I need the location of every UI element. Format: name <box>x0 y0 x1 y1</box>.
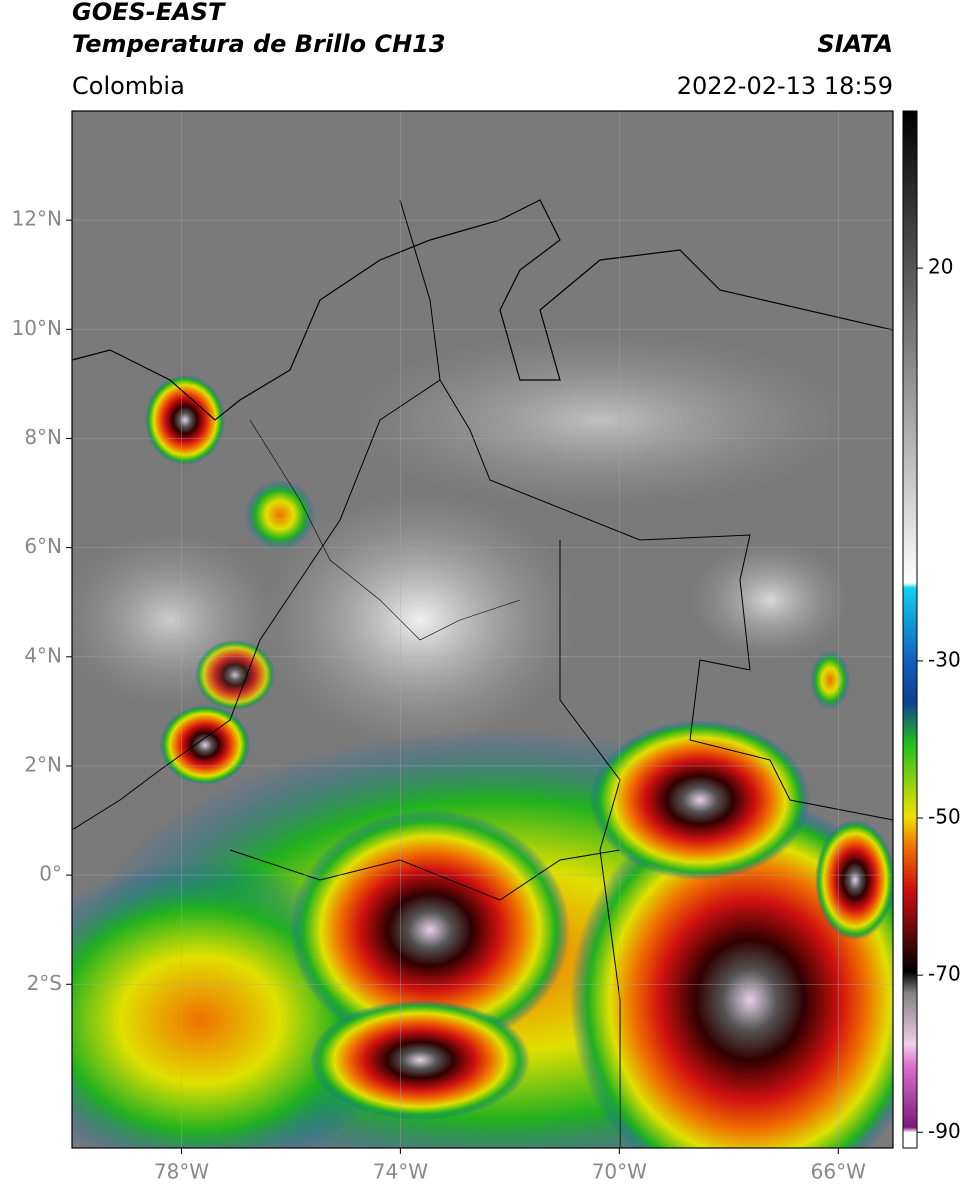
x-tick-label: 66°W <box>811 1160 866 1184</box>
colorbar-tick-label: -50 <box>928 805 961 829</box>
y-tick-label: 0° <box>39 862 62 886</box>
x-tick-label: 74°W <box>373 1160 428 1184</box>
y-tick-label: 6°N <box>24 534 62 558</box>
subtitle: Temperatura de Brillo CH13 <box>72 30 446 58</box>
x-tick-label: 78°W <box>154 1160 209 1184</box>
colorbar <box>902 110 918 1149</box>
map-frame <box>71 110 894 1149</box>
graticule <box>72 111 893 1148</box>
y-tick-label: 12°N <box>12 207 62 231</box>
y-tick-label: 10°N <box>12 316 62 340</box>
y-tick-label: 2°N <box>24 752 62 776</box>
satellite-image <box>72 111 893 1148</box>
y-tick-label: 2°S <box>27 971 62 995</box>
colorbar-tick-label: 20 <box>928 255 953 279</box>
y-tick-label: 4°N <box>24 643 62 667</box>
colorbar-tick-label: -90 <box>928 1119 961 1143</box>
colorbar-tick-label: -70 <box>928 962 961 986</box>
region: Colombia <box>72 72 185 100</box>
datetime: 2022-02-13 18:59 <box>677 72 893 100</box>
title: GOES-EAST <box>72 0 226 26</box>
x-tick-label: 70°W <box>592 1160 647 1184</box>
y-tick-label: 8°N <box>24 425 62 449</box>
colorbar-tick-label: -30 <box>928 647 961 671</box>
source: SIATA <box>817 30 893 58</box>
